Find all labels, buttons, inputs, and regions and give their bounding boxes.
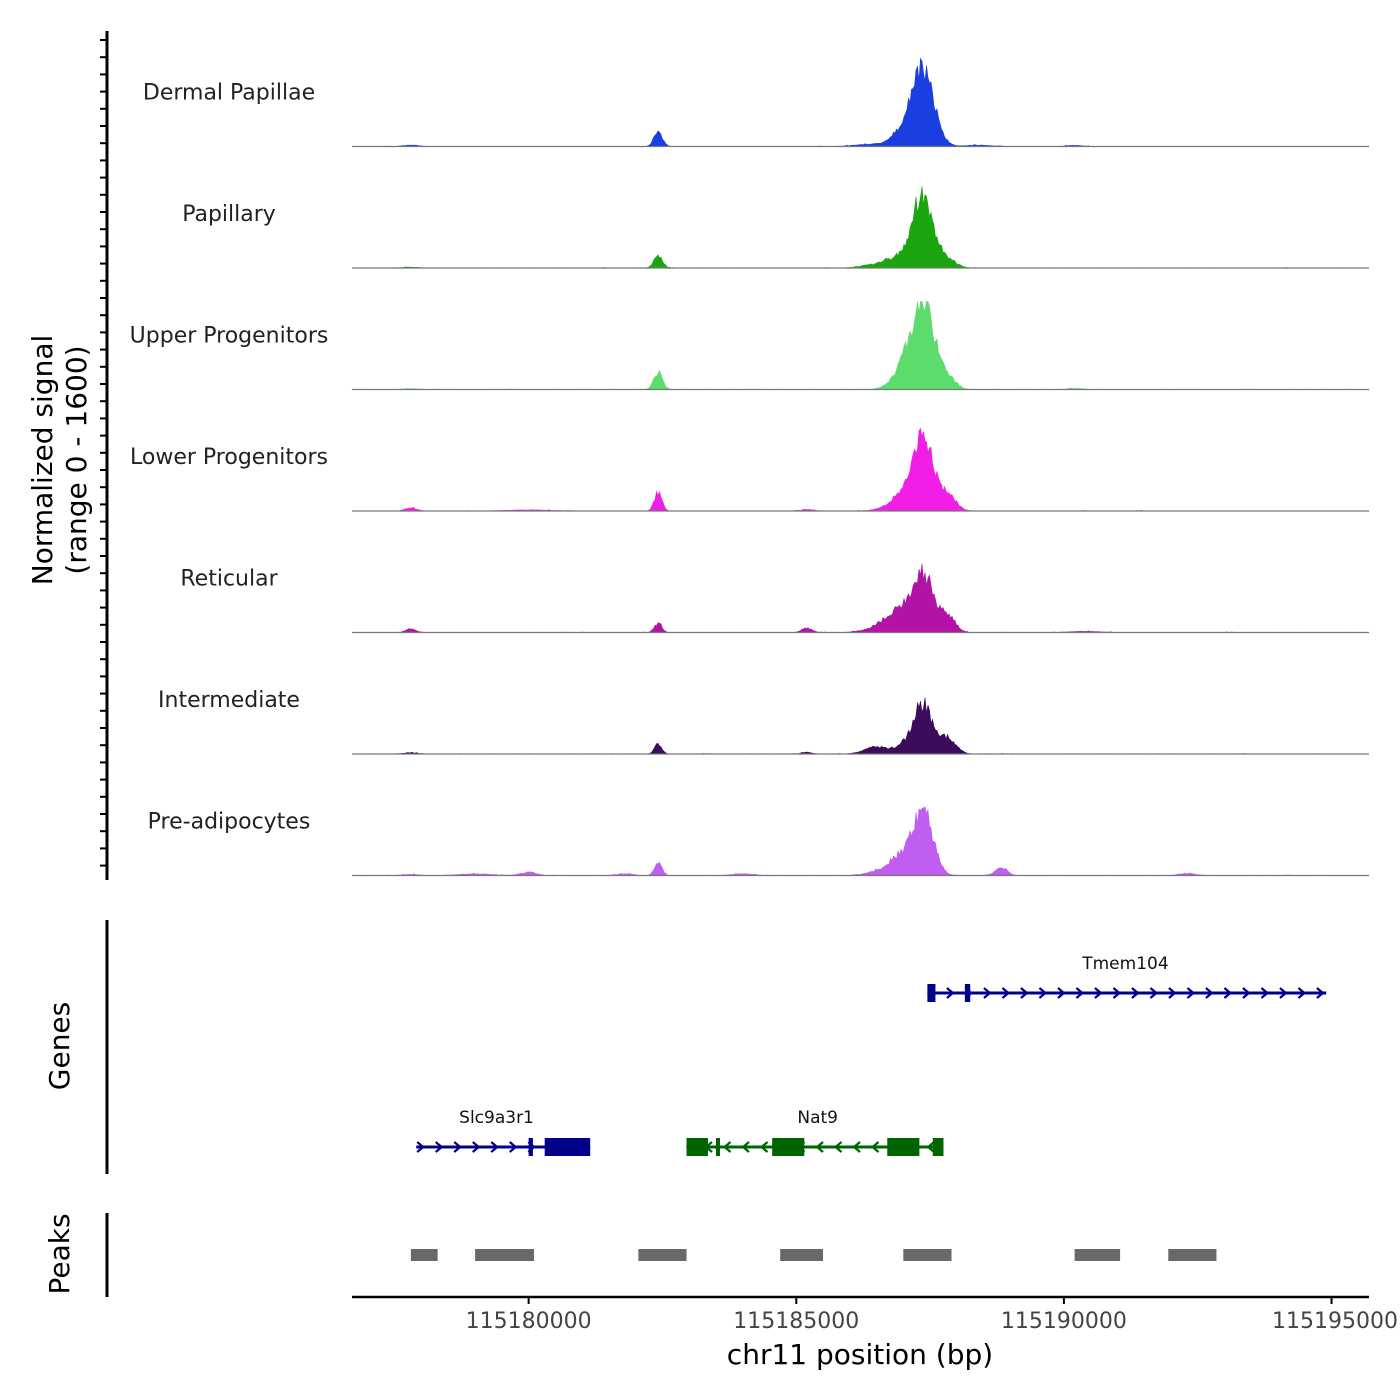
strand-chevron — [870, 1141, 880, 1153]
strand-chevron — [1316, 987, 1325, 999]
strand-chevron — [1112, 987, 1122, 999]
x-axis: 115180000 115185000 115190000 115195000 — [352, 1295, 1398, 1334]
strand-chevron — [722, 1141, 732, 1153]
strand-chevron — [1149, 987, 1159, 999]
gene-nat9: Nat9 — [685, 1108, 944, 1156]
track-intermediate: Intermediate — [158, 688, 1369, 755]
coverage-area — [352, 427, 1369, 512]
exon-block — [927, 984, 936, 1002]
peak-region — [780, 1249, 824, 1261]
strand-chevron — [852, 1141, 861, 1153]
track-dermal-papillae: Dermal Papillae — [143, 57, 1369, 148]
track-lower-progenitors: Lower Progenitors — [130, 427, 1369, 512]
track-label: Pre-adipocytes — [148, 810, 311, 835]
peak-region — [475, 1249, 534, 1261]
x-axis-title: chr11 position (bp) — [727, 1338, 993, 1371]
track-label: Lower Progenitors — [130, 445, 328, 470]
peak-region — [903, 1249, 952, 1261]
signal-tracks: Dermal Papillae Papillary Upper Progenitor… — [100, 31, 1370, 880]
track-label: Papillary — [182, 202, 276, 227]
strand-chevron — [1279, 987, 1288, 999]
exon-block — [544, 1138, 591, 1156]
genes-panel-label: Genes — [43, 1002, 76, 1090]
track-label: Upper Progenitors — [130, 324, 329, 349]
gene-label: Nat9 — [797, 1108, 838, 1128]
coverage-area — [352, 806, 1369, 876]
strand-chevron — [1205, 987, 1214, 999]
strand-chevron — [1242, 987, 1251, 999]
x-tick-label: 115195000 — [1272, 1309, 1398, 1334]
x-tick-label: 115185000 — [733, 1309, 859, 1334]
gene-label: Tmem104 — [1081, 954, 1168, 974]
strand-chevron — [1001, 987, 1011, 999]
exon-block — [715, 1138, 720, 1156]
track-upper-progenitors: Upper Progenitors — [130, 301, 1370, 391]
strand-chevron — [1223, 987, 1233, 999]
strand-chevron — [490, 1141, 499, 1153]
strand-chevron — [1057, 987, 1066, 999]
exon-block — [887, 1138, 920, 1156]
x-tick-label: 115190000 — [1001, 1309, 1127, 1334]
peak-region — [638, 1249, 687, 1261]
strand-chevron — [946, 987, 955, 999]
strand-chevron — [453, 1141, 462, 1153]
strand-chevron — [1075, 987, 1085, 999]
peaks-panel — [105, 1213, 1217, 1297]
strand-chevron — [509, 1141, 518, 1153]
gene-slc9a3r1: Slc9a3r1 — [416, 1108, 591, 1156]
gene-tmem104: Tmem104 — [927, 954, 1327, 1002]
coverage-area — [352, 697, 1369, 755]
strand-chevron — [1020, 987, 1029, 999]
strand-chevron — [435, 1141, 444, 1153]
strand-chevron — [1297, 987, 1307, 999]
strand-chevron — [1186, 987, 1196, 999]
coverage-area — [352, 57, 1369, 147]
track-reticular: Reticular — [180, 563, 1370, 634]
strand-chevron — [472, 1141, 481, 1153]
track-papillary: Papillary — [182, 186, 1369, 269]
y-axis-label-line2: (range 0 - 1600) — [60, 345, 93, 574]
track-label: Dermal Papillae — [143, 81, 315, 106]
exon-block — [772, 1138, 805, 1156]
coverage-area — [352, 563, 1370, 633]
gene-annotation-panel: Tmem104 Slc9a3r1 Nat9 — [105, 920, 1327, 1174]
peak-region — [410, 1249, 438, 1261]
peak-region — [1074, 1249, 1121, 1261]
exon-block — [964, 984, 971, 1002]
strand-chevron — [983, 987, 992, 999]
peak-region — [1168, 1249, 1217, 1261]
peaks-panel-label: Peaks — [43, 1213, 76, 1294]
x-tick-label: 115180000 — [466, 1309, 592, 1334]
strand-chevron — [741, 1141, 750, 1153]
strand-chevron — [1260, 987, 1270, 999]
strand-chevron — [815, 1141, 824, 1153]
strand-chevron — [416, 1141, 425, 1153]
track-label: Reticular — [180, 567, 278, 592]
coverage-area — [352, 186, 1369, 269]
exon-block — [932, 1138, 944, 1156]
track-pre-adipocytes: Pre-adipocytes — [148, 806, 1369, 877]
exon-block — [686, 1138, 708, 1156]
strand-chevron — [1168, 987, 1177, 999]
strand-chevron — [1094, 987, 1103, 999]
exon-block — [528, 1138, 533, 1156]
strand-chevron — [1038, 987, 1048, 999]
gene-label: Slc9a3r1 — [459, 1108, 534, 1128]
y-axis-label-line1: Normalized signal — [26, 335, 59, 586]
strand-chevron — [833, 1141, 843, 1153]
track-label: Intermediate — [158, 688, 300, 713]
coverage-area — [351, 301, 1370, 390]
strand-chevron — [926, 1141, 935, 1153]
strand-chevron — [759, 1141, 769, 1153]
strand-chevron — [1131, 987, 1140, 999]
